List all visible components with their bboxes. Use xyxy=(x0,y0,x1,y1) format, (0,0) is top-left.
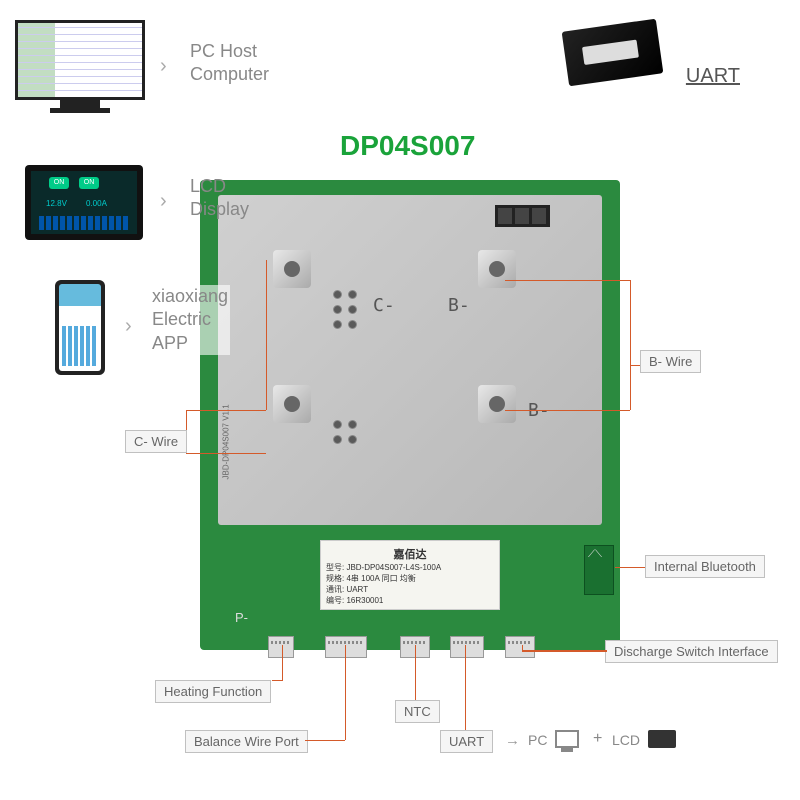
product-title: DP04S007 xyxy=(340,130,475,162)
sticker-l1: 型号: JBD-DP04S007-L4S-100A xyxy=(326,562,494,573)
jst-discharge xyxy=(505,636,535,658)
jst-balance xyxy=(325,636,367,658)
silk-p: P- xyxy=(235,610,248,625)
lcd-v: 12.8V xyxy=(46,199,67,208)
bluetooth-module: ⟋⟍ xyxy=(584,545,614,595)
callout-b-wire: B- Wire xyxy=(640,350,701,373)
flow-pc-label: PC xyxy=(528,732,547,748)
mini-lcd-icon xyxy=(648,730,676,748)
sticker-l3: 通讯: UART xyxy=(326,584,494,595)
terminal-b-bot xyxy=(478,385,516,423)
arrow-icon: › xyxy=(125,315,132,338)
callout-heating: Heating Function xyxy=(155,680,271,703)
uart-link: UART xyxy=(686,65,740,88)
lcd-bars xyxy=(39,216,129,230)
lcd-on1: ON xyxy=(49,177,69,189)
callout-ntc: NTC xyxy=(395,700,440,723)
callout-discharge: Discharge Switch Interface xyxy=(605,640,778,663)
sticker-l2: 规格: 4串 100A 同口 均衡 xyxy=(326,573,494,584)
callout-c-wire: C- Wire xyxy=(125,430,187,453)
phone-icon xyxy=(55,280,105,375)
lcd-label: LCD Display xyxy=(190,175,249,222)
heatsink: C- B- B- JBD-DP04S007 V1.1 xyxy=(218,195,602,525)
callout-uart: UART xyxy=(440,730,493,753)
callout-balance: Balance Wire Port xyxy=(185,730,308,753)
product-sticker: 嘉佰达 型号: JBD-DP04S007-L4S-100A 规格: 4串 100… xyxy=(320,540,500,610)
sticker-brand: 嘉佰达 xyxy=(326,546,494,562)
app-label: xiaoxiang Electric APP xyxy=(150,285,230,355)
terminal-c-top xyxy=(273,250,311,288)
uart-adapter-icon xyxy=(562,19,664,87)
silk-b: B- xyxy=(448,295,470,316)
jst-uart xyxy=(450,636,484,658)
flow-plus: + xyxy=(593,730,602,748)
terminal-b-top xyxy=(478,250,516,288)
silk-model: JBD-DP04S007 V1.1 xyxy=(222,404,231,479)
sticker-l4: 编号: 16R30001 xyxy=(326,595,494,606)
lcd-a: 0.00A xyxy=(86,199,107,208)
mini-pc-icon xyxy=(555,730,579,748)
callout-bluetooth: Internal Bluetooth xyxy=(645,555,765,578)
silk-c: C- xyxy=(373,295,395,316)
pc-monitor-icon xyxy=(15,20,145,120)
terminal-c-bot xyxy=(273,385,311,423)
flow-arrow: → xyxy=(505,732,520,749)
lcd-display-icon: ON ON 12.8V 0.00A xyxy=(25,165,143,240)
arrow-icon: › xyxy=(160,55,167,78)
arrow-icon: › xyxy=(160,190,167,213)
connector-black xyxy=(495,205,550,227)
flow-lcd-label: LCD xyxy=(612,732,640,748)
lcd-on2: ON xyxy=(79,177,99,189)
pcb-board: C- B- B- JBD-DP04S007 V1.1 嘉佰达 型号: JBD-D… xyxy=(200,180,620,650)
jst-heating xyxy=(268,636,294,658)
pc-label: PC Host Computer xyxy=(190,40,269,87)
